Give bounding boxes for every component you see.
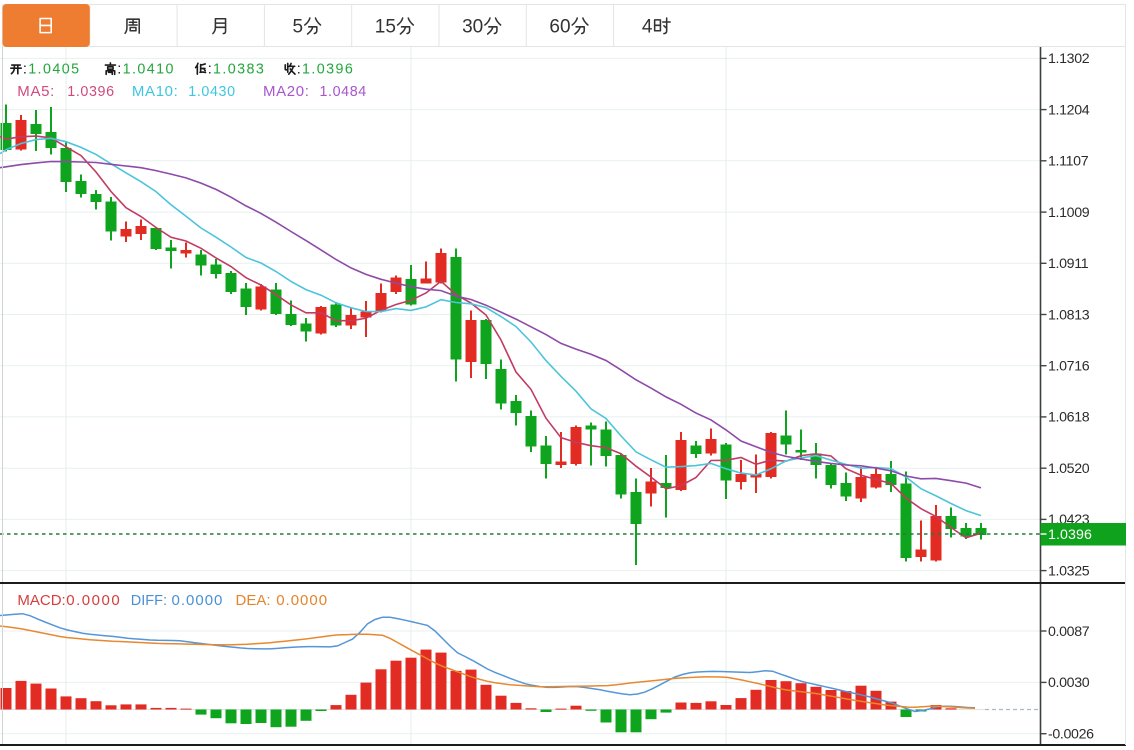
svg-text:1.0405: 1.0405: [28, 62, 80, 78]
svg-text:MA10:: MA10:: [132, 83, 179, 100]
svg-text:60: 60: [549, 16, 570, 37]
svg-text::: :: [297, 62, 301, 78]
svg-text:0.0000: 0.0000: [66, 592, 121, 609]
svg-text:0.0087: 0.0087: [1048, 624, 1090, 640]
svg-text:30: 30: [462, 16, 483, 37]
svg-text:1.0396: 1.0396: [67, 84, 114, 100]
svg-text:1.0911: 1.0911: [1048, 256, 1089, 272]
svg-text::: :: [117, 62, 121, 78]
svg-text:-0.0026: -0.0026: [1048, 727, 1094, 743]
svg-text:0.0000: 0.0000: [276, 592, 328, 609]
svg-text:1.0383: 1.0383: [213, 62, 265, 78]
svg-text:1.0618: 1.0618: [1048, 410, 1090, 426]
svg-text:MA5:: MA5:: [17, 83, 55, 100]
svg-text:15: 15: [375, 16, 396, 37]
svg-text:4: 4: [642, 16, 653, 37]
svg-text:1.0325: 1.0325: [1048, 563, 1090, 579]
svg-text:5: 5: [293, 16, 304, 37]
svg-text:MACD:: MACD:: [17, 592, 65, 609]
svg-text:1.0396: 1.0396: [1048, 527, 1092, 543]
svg-text:1.1009: 1.1009: [1048, 205, 1090, 221]
svg-text:0.0000: 0.0000: [172, 592, 224, 609]
svg-text:MA20:: MA20:: [263, 83, 310, 100]
svg-text:0.0030: 0.0030: [1048, 675, 1090, 691]
svg-text:DEA:: DEA:: [236, 592, 271, 609]
svg-text:1.1204: 1.1204: [1048, 102, 1090, 118]
svg-text:1.1107: 1.1107: [1048, 154, 1089, 170]
svg-text:DIFF:: DIFF:: [131, 593, 167, 609]
svg-text:1.0396: 1.0396: [302, 62, 354, 78]
svg-text::: :: [23, 62, 27, 78]
svg-text:1.0813: 1.0813: [1048, 307, 1090, 323]
svg-text:1.0410: 1.0410: [123, 62, 175, 78]
svg-text:1.0484: 1.0484: [320, 84, 367, 100]
svg-text:1.1302: 1.1302: [1048, 51, 1090, 67]
svg-text:1.0430: 1.0430: [188, 84, 235, 100]
svg-text::: :: [208, 62, 212, 78]
svg-text:1.0520: 1.0520: [1048, 461, 1090, 477]
svg-text:1.0716: 1.0716: [1048, 359, 1090, 375]
